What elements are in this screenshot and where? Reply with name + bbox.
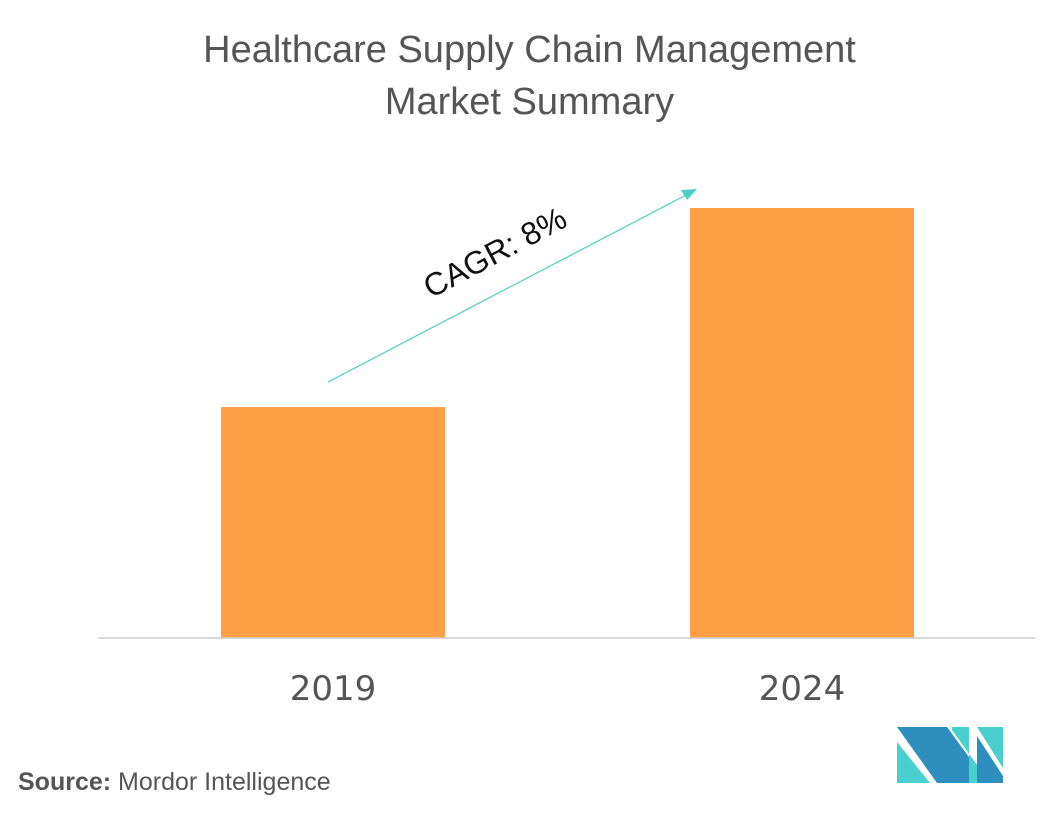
x-tick-label: 2019	[290, 669, 377, 709]
source-label: Source:	[18, 768, 112, 796]
logo-shape-1	[897, 727, 988, 783]
logo-shape-4	[977, 727, 1003, 768]
logo-shape-3	[952, 727, 990, 783]
chart-title-line1: Healthcare Supply Chain Management	[203, 29, 856, 71]
cagr-arrow-line	[327, 193, 689, 383]
cagr-arrow-head	[681, 189, 697, 200]
x-tick-label: 2024	[759, 669, 846, 709]
bar-2024	[690, 208, 914, 638]
source-text: Mordor Intelligence	[118, 768, 331, 796]
chart-title: Healthcare Supply Chain Management Marke…	[0, 24, 1059, 128]
logo-shape-2	[897, 742, 930, 783]
logo-shape-5	[977, 736, 1003, 783]
cagr-annotation: CAGR: 8%	[417, 200, 572, 305]
source-note: Source: Mordor Intelligence	[18, 768, 331, 797]
chart-title-line2: Market Summary	[384, 81, 675, 123]
mordor-logo	[897, 727, 1003, 783]
bar-2019	[221, 407, 445, 638]
